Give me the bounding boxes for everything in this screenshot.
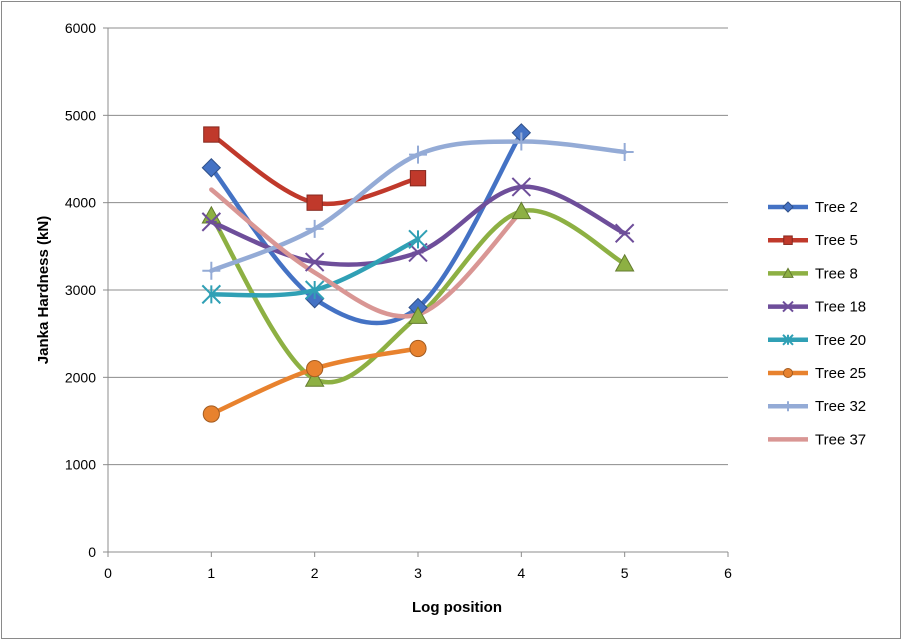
marker-plus <box>305 219 324 238</box>
legend-item: Tree 5 <box>768 232 858 249</box>
y-tick-label: 4000 <box>65 195 96 211</box>
x-tick-label: 1 <box>207 565 215 581</box>
marker-x <box>304 252 325 272</box>
legend-item: Tree 32 <box>768 398 866 415</box>
legend-label: Tree 37 <box>815 431 866 448</box>
legend-item: Tree 25 <box>768 365 866 382</box>
marker-asterisk <box>782 334 794 346</box>
legend-item: Tree 2 <box>768 199 858 216</box>
marker-triangle <box>408 306 428 324</box>
series-line <box>209 132 421 207</box>
y-tick-label: 0 <box>88 544 96 560</box>
legend-label: Tree 5 <box>815 232 858 249</box>
legend: Tree 2 Tree 5 Tree 8 Tree 18 Tree 20 Tree 25 T… <box>768 199 866 448</box>
legend-label: Tree 32 <box>815 398 866 415</box>
marker-x <box>201 212 222 232</box>
marker-triangle <box>304 369 325 387</box>
marker-asterisk <box>201 284 222 305</box>
marker-plus <box>512 132 531 151</box>
series-line <box>209 187 524 319</box>
legend-item: Tree 18 <box>768 299 866 316</box>
marker-diamond <box>201 158 222 178</box>
legend-item: Tree 37 <box>768 431 866 448</box>
legend-label: Tree 25 <box>815 365 866 382</box>
x-tick-label: 2 <box>311 565 319 581</box>
marker-plus <box>783 401 793 412</box>
x-tick-label: 4 <box>517 565 525 581</box>
legend-item: Tree 8 <box>768 265 858 282</box>
marker-square <box>203 126 220 143</box>
legend-label: Tree 18 <box>815 299 866 316</box>
x-tick-label: 5 <box>621 565 629 581</box>
marker-square <box>409 170 427 187</box>
marker-circle <box>306 360 324 378</box>
marker-triangle <box>782 267 794 278</box>
marker-square <box>783 235 793 245</box>
tick-labels: 0 1000 2000 3000 4000 5000 6000 0 1 2 3 4 5 6 <box>65 20 732 581</box>
y-tick-label: 5000 <box>65 107 96 123</box>
series-line <box>209 130 524 326</box>
y-axis-title: Janka Hardness (kN) <box>35 216 52 364</box>
x-tick-label: 6 <box>724 565 732 581</box>
marker-circle <box>202 405 220 423</box>
y-tick-label: 1000 <box>65 457 96 473</box>
marker-circle <box>783 368 793 378</box>
marker-x <box>511 177 532 197</box>
marker-square <box>306 194 323 211</box>
legend-item: Tree 20 <box>768 332 866 349</box>
marker-triangle <box>511 201 532 220</box>
y-tick-label: 2000 <box>65 369 96 385</box>
x-tick-label: 3 <box>414 565 422 581</box>
marker-triangle <box>614 253 635 272</box>
y-tick-label: 3000 <box>65 282 96 298</box>
marker-x <box>782 300 794 313</box>
axes <box>103 27 729 557</box>
marker-plus <box>615 143 634 162</box>
marker-asterisk <box>304 280 325 300</box>
marker-plus <box>409 145 427 164</box>
markers-group <box>201 123 635 423</box>
marker-x <box>614 223 635 243</box>
marker-plus <box>202 261 221 280</box>
x-axis-title: Log position <box>412 599 502 616</box>
marker-asterisk <box>408 229 428 250</box>
x-tick-label: 0 <box>104 565 112 581</box>
legend-label: Tree 20 <box>815 332 866 349</box>
marker-circle <box>409 339 427 358</box>
legend-label: Tree 8 <box>815 265 858 282</box>
marker-diamond <box>782 201 794 213</box>
legend-label: Tree 2 <box>815 199 858 216</box>
y-tick-label: 6000 <box>65 20 96 36</box>
